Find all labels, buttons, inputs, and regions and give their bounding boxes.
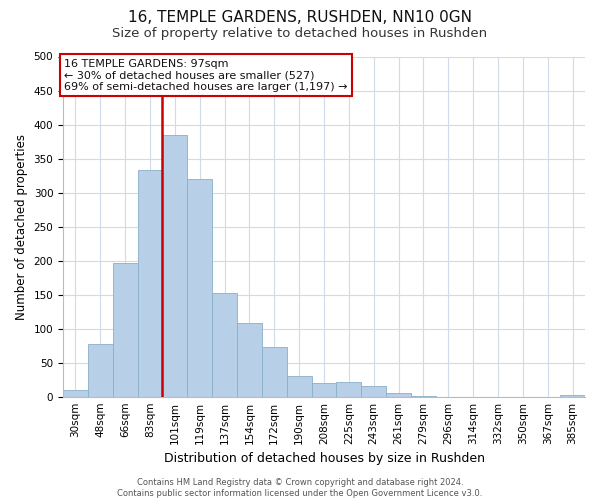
Bar — [311, 383, 337, 396]
Text: Size of property relative to detached houses in Rushden: Size of property relative to detached ho… — [112, 28, 488, 40]
X-axis label: Distribution of detached houses by size in Rushden: Distribution of detached houses by size … — [164, 452, 485, 465]
Bar — [361, 386, 386, 396]
Text: 16, TEMPLE GARDENS, RUSHDEN, NN10 0GN: 16, TEMPLE GARDENS, RUSHDEN, NN10 0GN — [128, 10, 472, 25]
Text: 16 TEMPLE GARDENS: 97sqm
← 30% of detached houses are smaller (527)
69% of semi-: 16 TEMPLE GARDENS: 97sqm ← 30% of detach… — [64, 58, 348, 92]
Bar — [163, 134, 187, 396]
Bar — [337, 382, 361, 396]
Bar — [212, 294, 237, 397]
Bar — [113, 262, 137, 396]
Y-axis label: Number of detached properties: Number of detached properties — [15, 134, 28, 320]
Bar — [63, 390, 88, 396]
Text: Contains HM Land Registry data © Crown copyright and database right 2024.
Contai: Contains HM Land Registry data © Crown c… — [118, 478, 482, 498]
Bar — [386, 394, 411, 396]
Bar — [287, 376, 311, 396]
Bar — [137, 170, 163, 396]
Bar — [88, 344, 113, 396]
Bar — [237, 323, 262, 396]
Bar — [187, 179, 212, 396]
Bar — [262, 347, 287, 397]
